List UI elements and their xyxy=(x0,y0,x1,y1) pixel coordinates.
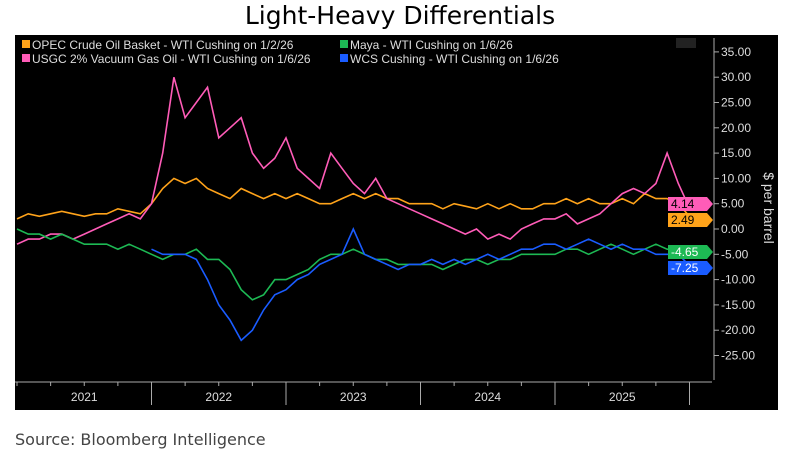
series-line xyxy=(16,76,691,245)
last-value-tag xyxy=(668,261,713,275)
x-tick-label: 2025 xyxy=(609,390,636,404)
source-note: Source: Bloomberg Intelligence xyxy=(15,430,266,449)
chart-type-icon xyxy=(676,38,696,48)
legend-label: Maya - WTI Cushing on 1/6/26 xyxy=(350,38,513,52)
y-tick-label: -5.00 xyxy=(721,247,749,261)
y-tick-label: -10.00 xyxy=(721,273,755,287)
legend-swatch xyxy=(22,40,30,48)
series-line xyxy=(16,228,690,301)
y-tick-label: 0.00 xyxy=(721,222,745,236)
y-tick-label: -15.00 xyxy=(721,298,755,312)
legend-swatch xyxy=(340,54,348,62)
last-value-label: 2.49 xyxy=(671,213,695,227)
y-tick-label: 30.00 xyxy=(721,70,751,84)
x-tick-label: 2024 xyxy=(474,390,501,404)
y-tick-label: 25.00 xyxy=(721,96,751,110)
y-tick-label: 20.00 xyxy=(721,121,751,135)
legend-swatch xyxy=(22,54,30,62)
series-line xyxy=(16,177,691,220)
chart-title: Light-Heavy Differentials xyxy=(244,1,556,30)
last-value-label: 4.14 xyxy=(671,197,695,211)
chart-background xyxy=(15,35,778,410)
y-axis-label: $ per barrel xyxy=(761,172,777,244)
legend-label: OPEC Crude Oil Basket - WTI Cushing on 1… xyxy=(32,38,294,52)
last-value-tag xyxy=(668,213,713,227)
series-line xyxy=(151,227,691,342)
x-tick-label: 2022 xyxy=(205,390,232,404)
x-tick-label: 2021 xyxy=(71,390,98,404)
y-tick-label: -25.00 xyxy=(721,349,755,363)
legend-label: USGC 2% Vacuum Gas Oil - WTI Cushing on … xyxy=(32,52,311,66)
x-tick-label: 2023 xyxy=(340,390,367,404)
last-value-tag xyxy=(668,197,713,211)
y-tick-label: 35.00 xyxy=(721,45,751,59)
y-tick-label: 10.00 xyxy=(721,171,751,185)
y-tick-label: -20.00 xyxy=(721,323,755,337)
y-tick-label: 15.00 xyxy=(721,146,751,160)
legend-label: WCS Cushing - WTI Cushing on 1/6/26 xyxy=(350,52,559,66)
y-tick-label: 5.00 xyxy=(721,197,745,211)
last-value-label: -4.65 xyxy=(671,245,699,259)
last-value-tag xyxy=(668,245,713,259)
last-value-label: -7.25 xyxy=(671,261,699,275)
legend-swatch xyxy=(340,40,348,48)
